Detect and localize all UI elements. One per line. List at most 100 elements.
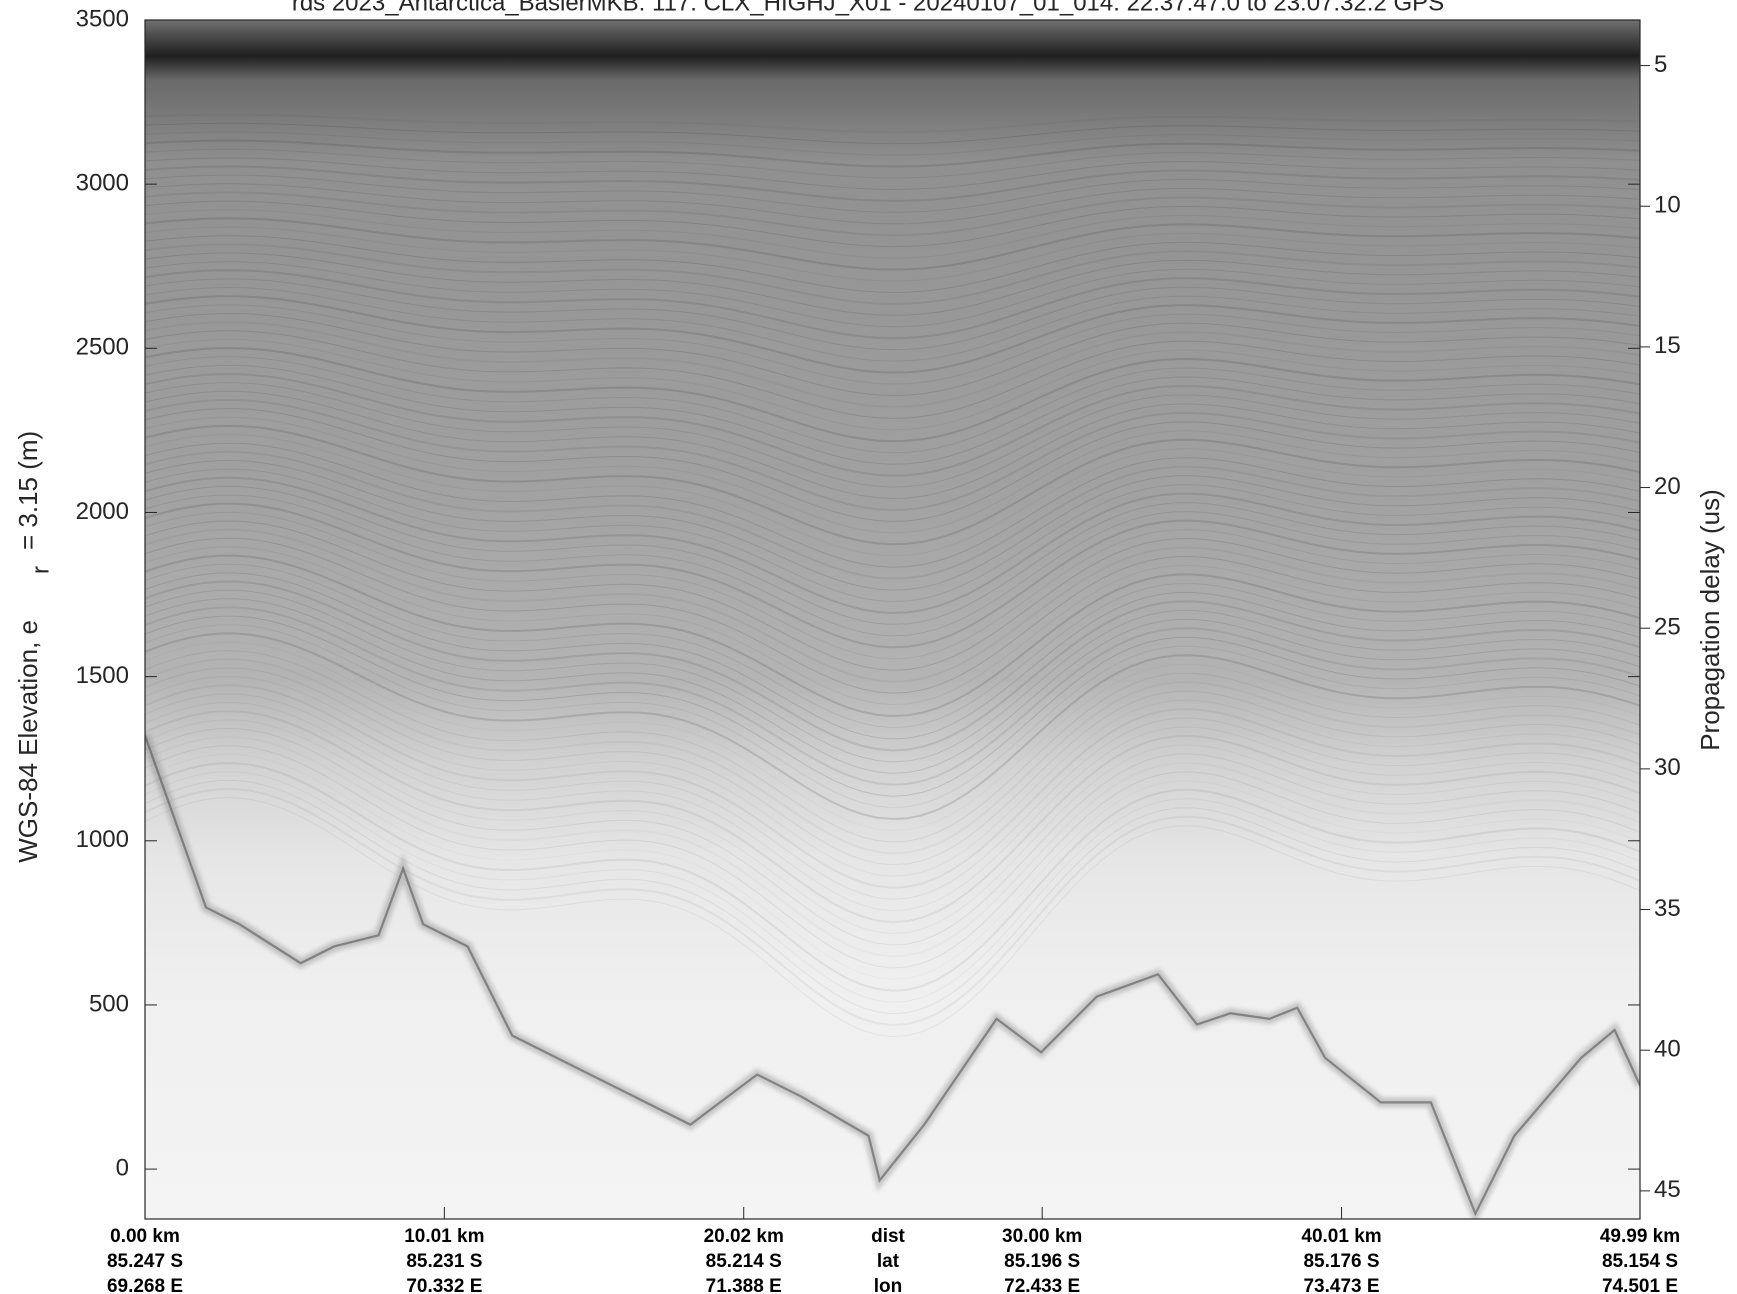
chart-title: rds 2023_Antarctica_BaslerMKB: 117: CLX_…	[292, 0, 1444, 16]
layer	[145, 183, 1640, 225]
x-tick-label: 0.00 km	[110, 1226, 180, 1247]
layer	[145, 243, 1640, 305]
lon-label: 72.433 E	[1004, 1276, 1080, 1294]
layer	[145, 372, 1640, 477]
layer	[145, 390, 1640, 500]
layer	[145, 589, 1640, 763]
layer	[145, 494, 1640, 637]
y-tick-label: 3500	[76, 5, 129, 32]
y2-tick-label: 10	[1654, 192, 1681, 219]
y2-axis-label: Propagation delay (us)	[1695, 489, 1725, 751]
layer	[145, 442, 1640, 568]
layer	[145, 295, 1640, 374]
y-axis-label: WGS-84 Elevation, e	[13, 620, 43, 863]
layer	[145, 528, 1640, 683]
lat-label: 85.247 S	[107, 1251, 183, 1272]
y-tick-label: 0	[116, 1154, 129, 1181]
lat-label: 85.196 S	[1004, 1251, 1080, 1272]
x-row-name: lat	[877, 1251, 900, 1272]
layer	[145, 701, 1640, 912]
lon-label: 71.388 E	[706, 1276, 782, 1294]
layer	[145, 217, 1640, 271]
layer	[145, 433, 1640, 557]
y-tick-label: 2500	[76, 334, 129, 361]
layer	[145, 200, 1640, 248]
y-tick-label: 500	[89, 990, 129, 1017]
x-row-name: dist	[871, 1226, 905, 1247]
lat-label: 85.231 S	[406, 1251, 482, 1272]
y2-tick-label: 25	[1654, 614, 1681, 641]
lon-label: 70.332 E	[406, 1276, 482, 1294]
bed-reflection	[145, 733, 1640, 1219]
layer	[145, 459, 1640, 591]
layer	[145, 113, 1640, 134]
layer	[145, 278, 1640, 351]
layer	[145, 424, 1640, 546]
y-tick-label: 3000	[76, 170, 129, 197]
layer	[145, 554, 1640, 718]
layer	[145, 476, 1640, 615]
layer	[145, 468, 1640, 603]
layer	[145, 658, 1640, 855]
plot-frame	[144, 19, 1641, 1220]
layer	[145, 356, 1640, 454]
layer	[145, 131, 1640, 156]
layer	[145, 165, 1640, 202]
layer	[145, 615, 1640, 797]
layer	[145, 745, 1640, 969]
layer	[145, 226, 1640, 282]
lon-label: 74.501 E	[1602, 1276, 1678, 1294]
layer	[145, 174, 1640, 213]
x-row-name: lon	[874, 1276, 903, 1294]
layer	[145, 312, 1640, 397]
layer	[145, 511, 1640, 660]
layer	[145, 287, 1640, 362]
layer	[145, 624, 1640, 809]
layer	[145, 235, 1640, 293]
layer	[145, 710, 1640, 924]
lat-label: 85.176 S	[1303, 1251, 1379, 1272]
layer	[145, 771, 1640, 1003]
layer	[145, 693, 1640, 900]
layer	[145, 304, 1640, 385]
layer	[145, 787, 1640, 1027]
lat-label: 85.214 S	[706, 1251, 782, 1272]
layer	[145, 364, 1640, 465]
internal-layers	[145, 113, 1640, 1038]
layer	[145, 122, 1640, 145]
y2-tick-label: 40	[1654, 1036, 1681, 1063]
layer	[145, 563, 1640, 729]
layer	[145, 416, 1640, 534]
y-tick-label: 2000	[76, 498, 129, 525]
layer	[145, 520, 1640, 671]
y2-tick-label: 45	[1654, 1176, 1681, 1203]
layer	[145, 684, 1640, 889]
layer	[145, 485, 1640, 625]
layer	[145, 797, 1640, 1038]
y2-tick-label: 30	[1654, 754, 1681, 781]
lon-label: 69.268 E	[107, 1276, 183, 1294]
y2-tick-label: 35	[1654, 895, 1681, 922]
layer	[145, 261, 1640, 328]
layer	[145, 269, 1640, 340]
layer	[145, 580, 1640, 752]
x-tick-label: 10.01 km	[404, 1226, 484, 1247]
layer	[145, 650, 1640, 843]
x-tick-label: 20.02 km	[704, 1226, 784, 1247]
layer	[145, 139, 1640, 168]
layer	[145, 148, 1640, 179]
x-tick-label: 49.99 km	[1600, 1226, 1680, 1247]
y2-tick-label: 5	[1654, 51, 1667, 78]
y-axis-label-sub: r	[27, 566, 54, 574]
y2-tick-label: 20	[1654, 473, 1681, 500]
layer	[145, 546, 1640, 706]
y-axis-label-end: = 3.15 (m)	[13, 431, 43, 550]
layer	[145, 762, 1640, 992]
layer	[145, 537, 1640, 694]
layer	[145, 719, 1640, 935]
layer	[145, 606, 1640, 786]
lat-label: 85.154 S	[1602, 1251, 1678, 1272]
y-tick-label: 1500	[76, 662, 129, 689]
